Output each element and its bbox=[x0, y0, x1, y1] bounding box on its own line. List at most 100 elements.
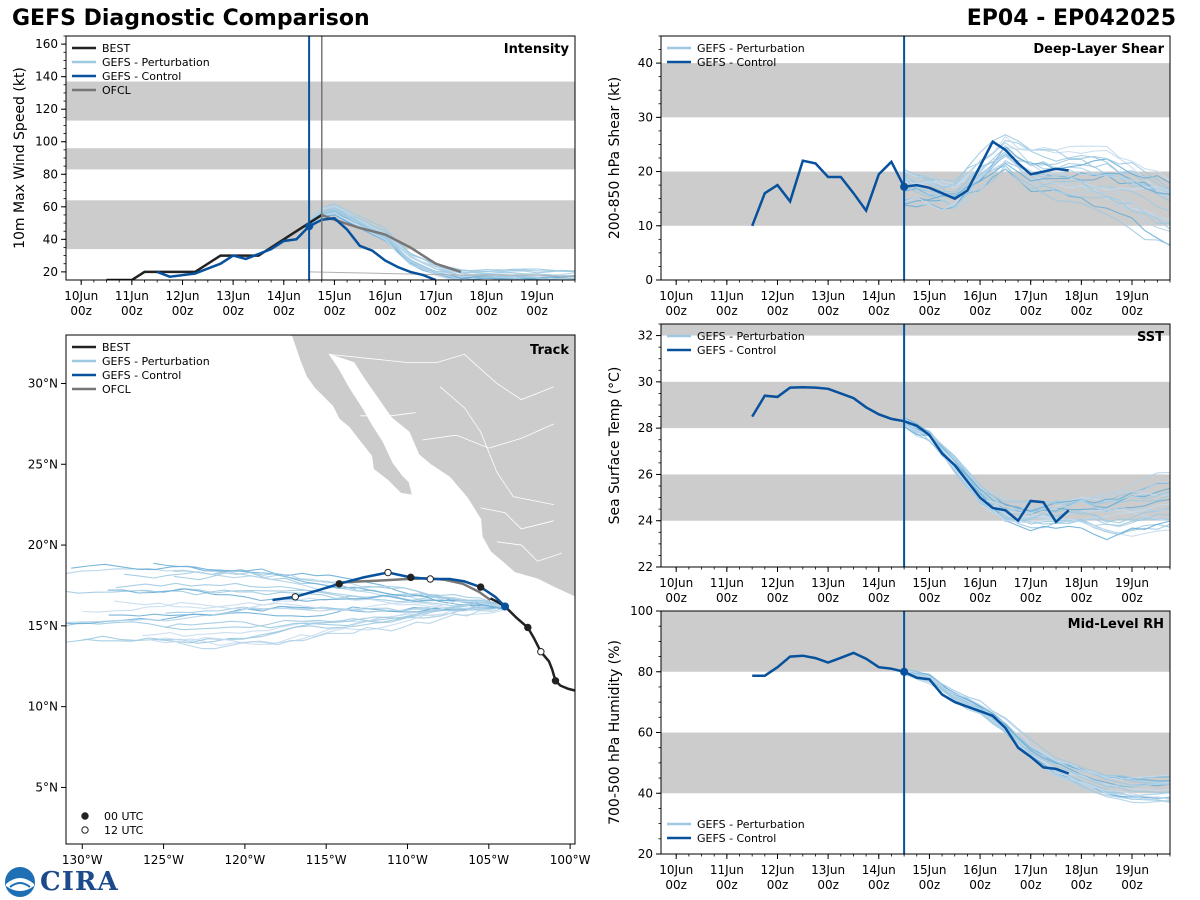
ensemble-tail-line bbox=[309, 271, 575, 278]
x-tick-label-time: 00z bbox=[1020, 591, 1042, 605]
y-tick-label: 60 bbox=[43, 200, 58, 214]
y-tick-label: 80 bbox=[43, 167, 58, 181]
y-tick-label: 24 bbox=[638, 514, 653, 528]
y-tick-label: 60 bbox=[638, 726, 653, 740]
x-tick-label: 14Jun bbox=[267, 289, 301, 303]
x-tick-label: 17Jun bbox=[1014, 289, 1048, 303]
x-tick-label: 19Jun bbox=[1115, 289, 1149, 303]
y-axis-label: 200-850 hPa Shear (kt) bbox=[607, 77, 623, 239]
y-tick-label: 26 bbox=[638, 467, 653, 481]
perturbation-track-line bbox=[82, 600, 506, 613]
x-tick-label-time: 00z bbox=[767, 878, 789, 892]
legend-label: GEFS - Perturbation bbox=[697, 330, 805, 343]
x-tick-label: 10Jun bbox=[659, 863, 693, 877]
y-tick-label: 100 bbox=[630, 604, 653, 618]
perturbation-member-line bbox=[903, 134, 1170, 190]
x-tick-label: 13Jun bbox=[811, 576, 845, 590]
x-tick-label-time: 00z bbox=[1121, 304, 1143, 318]
legend-label: GEFS - Control bbox=[697, 832, 776, 845]
x-tick-label-time: 00z bbox=[767, 304, 789, 318]
best-time-marker bbox=[551, 677, 560, 685]
x-tick-label: 13Jun bbox=[811, 863, 845, 877]
x-tick-label: 11Jun bbox=[710, 289, 744, 303]
x-tick-label: 12Jun bbox=[760, 289, 794, 303]
x-tick-label: 17Jun bbox=[1014, 576, 1048, 590]
control-init-marker bbox=[900, 182, 909, 191]
x-tick-label-time: 00z bbox=[1121, 878, 1143, 892]
x-tick-label-time: 00z bbox=[817, 591, 839, 605]
x-tick-label: 17Jun bbox=[1014, 863, 1048, 877]
y-tick-label: 28 bbox=[638, 421, 653, 435]
lon-tick-label: 100°W bbox=[550, 853, 591, 867]
x-tick-label-time: 00z bbox=[716, 591, 738, 605]
page-title: GEFS Diagnostic Comparison bbox=[12, 6, 370, 31]
control-init-marker bbox=[900, 667, 909, 676]
y-tick-label: 10 bbox=[638, 219, 653, 233]
x-tick-label: 13Jun bbox=[811, 289, 845, 303]
lat-tick-label: 30°N bbox=[28, 376, 58, 390]
lat-tick-label: 25°N bbox=[28, 457, 58, 471]
y-tick-label: 20 bbox=[638, 165, 653, 179]
y-tick-label: 40 bbox=[43, 232, 58, 246]
perturbation-member-line bbox=[308, 203, 575, 280]
x-tick-label-time: 00z bbox=[969, 591, 991, 605]
cira-logo: CIRA bbox=[4, 866, 119, 898]
perturbation-member-line bbox=[904, 145, 1170, 210]
plot-area bbox=[66, 81, 575, 280]
x-tick-label: 12Jun bbox=[760, 863, 794, 877]
y-tick-label: 100 bbox=[35, 135, 58, 149]
control-line bbox=[752, 651, 1070, 775]
shading-band bbox=[661, 732, 1170, 794]
perturbation-member-line bbox=[903, 142, 1170, 194]
plot-area bbox=[661, 63, 1170, 246]
legend-label: BEST bbox=[102, 42, 130, 55]
x-tick-label-time: 00z bbox=[374, 304, 396, 318]
plot-area bbox=[661, 324, 1170, 541]
plot-area bbox=[661, 611, 1170, 804]
control-init-marker bbox=[501, 602, 510, 611]
x-tick-label: 16Jun bbox=[963, 863, 997, 877]
x-tick-label-time: 00z bbox=[665, 591, 687, 605]
track-time-marker bbox=[291, 593, 299, 601]
y-axis-label: Sea Surface Temp (°C) bbox=[607, 367, 623, 525]
x-tick-label: 11Jun bbox=[115, 289, 149, 303]
perturbation-track-line bbox=[66, 588, 506, 607]
marker-legend-symbol bbox=[81, 826, 89, 834]
y-tick-label: 30 bbox=[638, 375, 653, 389]
perturbation-track-line bbox=[176, 607, 506, 650]
x-tick-label-time: 00z bbox=[868, 304, 890, 318]
x-tick-label: 17Jun bbox=[419, 289, 453, 303]
x-tick-label: 14Jun bbox=[862, 863, 896, 877]
track-time-marker bbox=[384, 568, 392, 577]
x-tick-label: 16Jun bbox=[963, 289, 997, 303]
shading-band bbox=[661, 63, 1170, 118]
x-tick-label-time: 00z bbox=[1121, 591, 1143, 605]
x-tick-label: 19Jun bbox=[1115, 863, 1149, 877]
x-tick-label: 11Jun bbox=[710, 576, 744, 590]
legend-label: GEFS - Perturbation bbox=[697, 818, 805, 831]
x-tick-label-time: 00z bbox=[919, 878, 941, 892]
x-tick-label-time: 00z bbox=[919, 591, 941, 605]
x-tick-label: 18Jun bbox=[1064, 576, 1098, 590]
perturbation-member-line bbox=[903, 145, 1170, 211]
x-tick-label: 15Jun bbox=[912, 863, 946, 877]
perturbation-track-line bbox=[151, 605, 506, 646]
track-time-marker bbox=[335, 580, 343, 588]
x-tick-label-time: 00z bbox=[969, 878, 991, 892]
x-tick-label-time: 00z bbox=[767, 591, 789, 605]
x-tick-label: 15Jun bbox=[317, 289, 351, 303]
x-tick-label: 14Jun bbox=[862, 576, 896, 590]
perturbation-member-line bbox=[903, 153, 1170, 225]
noaa-logo-icon bbox=[5, 867, 35, 897]
shading-band bbox=[66, 200, 575, 250]
perturbation-member-line bbox=[904, 672, 1170, 780]
x-tick-label: 11Jun bbox=[710, 863, 744, 877]
y-tick-label: 0 bbox=[645, 273, 653, 287]
panel-title: Mid-Level RH bbox=[1068, 617, 1164, 632]
x-tick-label-time: 00z bbox=[121, 304, 143, 318]
shading-band bbox=[661, 611, 1170, 672]
marker-legend-label: 12 UTC bbox=[104, 824, 144, 837]
x-tick-label-time: 00z bbox=[665, 304, 687, 318]
sst-chart: 22242628303210Jun00z11Jun00z12Jun00z13Ju… bbox=[607, 323, 1171, 605]
x-tick-label: 12Jun bbox=[760, 576, 794, 590]
